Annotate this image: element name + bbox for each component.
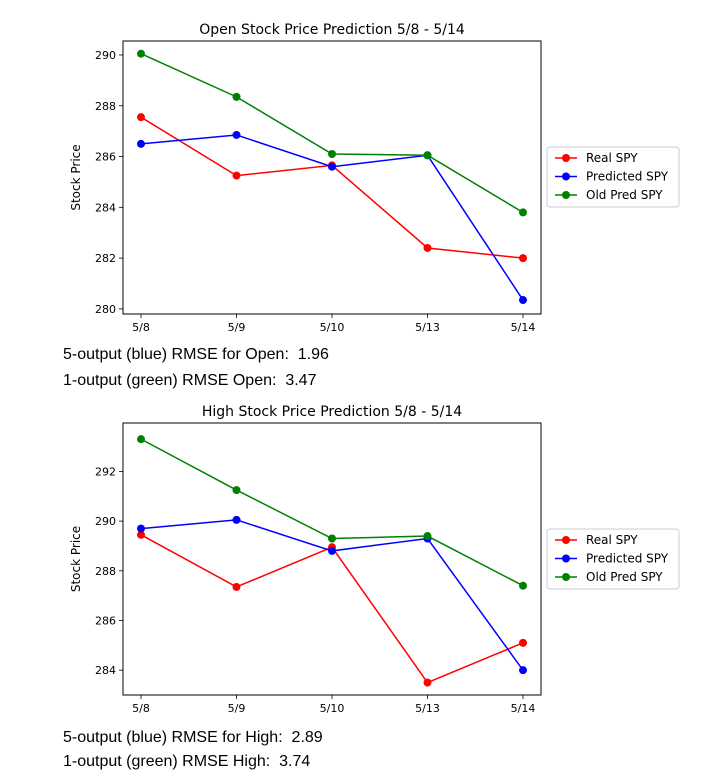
y-tick-label: 288: [95, 565, 116, 578]
data-point: [232, 171, 241, 180]
data-point: [137, 524, 145, 533]
chart-title: Open Stock Price Prediction 5/8 - 5/14: [199, 22, 465, 38]
x-tick-label: 5/14: [511, 702, 536, 715]
y-tick-label: 280: [95, 303, 116, 316]
chart-title: High Stock Price Prediction 5/8 - 5/14: [202, 404, 462, 420]
data-point: [423, 151, 432, 160]
y-tick-label: 282: [95, 252, 116, 265]
data-point: [519, 581, 527, 590]
y-axis-label: Stock Price: [69, 144, 83, 210]
open-blue-rmse: 5-output (blue) RMSE for Open: 1.96: [63, 346, 329, 363]
y-tick-label: 284: [95, 201, 116, 214]
data-point: [519, 254, 527, 263]
data-point: [519, 638, 527, 647]
data-point: [423, 678, 432, 687]
plot-frame: [122, 422, 542, 696]
y-tick-label: 288: [95, 100, 116, 113]
data-point: [137, 139, 145, 148]
x-tick-label: 5/10: [320, 321, 345, 334]
legend-label: Predicted SPY: [586, 170, 669, 184]
data-point: [519, 666, 527, 675]
legend-marker: [562, 573, 570, 581]
data-point: [232, 515, 241, 524]
data-point: [232, 582, 241, 591]
data-point: [232, 92, 241, 101]
y-axis-label: Stock Price: [69, 526, 83, 592]
x-tick-label: 5/8: [132, 702, 150, 715]
legend-marker: [562, 191, 570, 199]
data-point: [137, 435, 145, 444]
x-tick-label: 5/14: [511, 321, 536, 334]
y-tick-label: 290: [95, 515, 116, 528]
data-point: [519, 296, 527, 305]
series-line-1: [140, 534, 524, 684]
data-point: [423, 532, 432, 541]
legend-box: [546, 528, 680, 590]
legend-marker: [562, 154, 570, 162]
plot-frame: [122, 40, 542, 315]
legend-label: Old Pred SPY: [586, 570, 663, 584]
legend-marker: [562, 554, 570, 563]
legend-marker: [562, 536, 570, 544]
y-tick-label: 290: [95, 49, 116, 62]
high-green-rmse: 1-output (green) RMSE High: 3.74: [63, 753, 311, 770]
x-tick-label: 5/13: [415, 702, 440, 715]
x-tick-label: 5/9: [228, 702, 246, 715]
legend-label: Real SPY: [586, 533, 638, 547]
chart-2: High Stock Price Prediction 5/8 - 5/14 St…: [69, 404, 680, 715]
x-tick-label: 5/10: [320, 702, 345, 715]
chart-1: Open Stock Price Prediction 5/8 - 5/14 St…: [69, 22, 680, 334]
legend-marker: [562, 172, 570, 181]
x-tick-label: 5/13: [415, 321, 440, 334]
data-point: [423, 243, 432, 252]
data-point: [519, 208, 527, 217]
data-point: [328, 162, 336, 171]
x-tick-label: 5/9: [228, 321, 246, 334]
data-point: [232, 486, 241, 495]
legend-label: Real SPY: [586, 151, 638, 165]
data-point: [328, 546, 336, 555]
open-green-rmse: 1-output (green) RMSE Open: 3.47: [63, 372, 317, 389]
series-line-2: [140, 134, 524, 301]
data-point: [328, 534, 336, 543]
data-point: [137, 49, 145, 58]
y-tick-label: 292: [95, 465, 116, 478]
y-tick-label: 286: [95, 151, 116, 164]
y-tick-label: 284: [95, 664, 116, 677]
legend-label: Old Pred SPY: [586, 188, 663, 202]
data-point: [328, 150, 336, 159]
data-point: [137, 113, 145, 122]
series-line-3: [140, 438, 524, 587]
legend-label: Predicted SPY: [586, 552, 669, 566]
data-point: [232, 130, 241, 139]
high-blue-rmse: 5-output (blue) RMSE for High: 2.89: [63, 729, 323, 746]
y-tick-label: 286: [95, 614, 116, 627]
legend-box: [546, 146, 680, 208]
data-point: [137, 530, 145, 539]
series-line-3: [140, 53, 524, 214]
x-tick-label: 5/8: [132, 321, 150, 334]
